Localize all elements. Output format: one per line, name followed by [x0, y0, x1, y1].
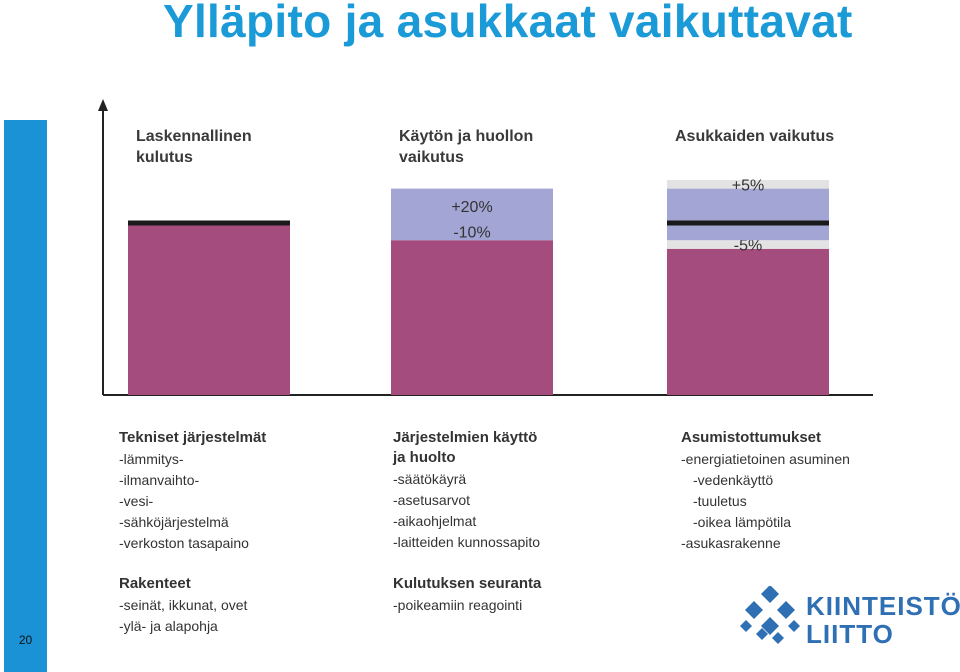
- side-accent-bar: [4, 120, 47, 672]
- reference-line: [128, 220, 290, 226]
- factor-item: -ylä- ja alapohja: [119, 618, 218, 634]
- deviation-band: [667, 188, 829, 223]
- deviation-band: [667, 223, 829, 241]
- factor-item: -laitteiden kunnossapito: [393, 534, 541, 550]
- base-bar: [667, 248, 829, 395]
- factor-item: -tuuletus: [693, 493, 747, 509]
- slide-number: 20: [18, 633, 33, 647]
- factor-heading: Järjestelmien käyttö ja huolto: [393, 429, 538, 466]
- logo-diamond: [788, 620, 800, 632]
- y-axis-arrowhead: [98, 99, 108, 111]
- deviation-band: [391, 188, 553, 223]
- logo-diamond: [761, 617, 779, 635]
- factor-item: -ilmanvaihto-: [119, 472, 200, 488]
- logo-mark-icon: [740, 586, 800, 644]
- base-bar: [391, 240, 553, 395]
- factor-item: -sähköjärjestelmä: [119, 514, 229, 530]
- factor-item: -seinät, ikkunat, ovet: [119, 597, 248, 613]
- deviation-band: [667, 180, 829, 189]
- percent-label: -10%: [453, 225, 490, 242]
- reference-line: [667, 220, 829, 226]
- logo-diamond: [777, 601, 795, 619]
- slide-title: Ylläpito ja asukkaat vaikuttavat: [163, 0, 853, 47]
- logo-diamond: [740, 620, 752, 632]
- column-heading: vaikutus: [399, 149, 464, 166]
- factor-heading: Kulutuksen seuranta: [393, 575, 542, 592]
- factor-item: -poikeamiin reagointi: [393, 597, 523, 613]
- factor-group-system-operation: Järjestelmien käyttö ja huolto -säätökäy…: [393, 428, 643, 553]
- kiinteistoliitto-logo: KIINTEISTÖ LIITTO: [740, 586, 960, 648]
- chart-column-headings: Laskennallinen kulutus Käytön ja huollon va…: [136, 128, 834, 166]
- factor-item: -aikaohjelmat: [393, 513, 477, 529]
- factor-item: -energiatietoinen asuminen: [681, 451, 850, 467]
- factor-heading: Rakenteet: [119, 575, 191, 592]
- column-heading: kulutus: [136, 149, 193, 166]
- column-heading: Laskennallinen: [136, 128, 252, 145]
- factor-item: -oikea lämpötila: [693, 514, 792, 530]
- logo-diamond: [756, 628, 768, 640]
- factor-item: -lämmitys-: [119, 451, 184, 467]
- factor-group-structures: Rakenteet -seinät, ikkunat, ovet -ylä- j…: [119, 574, 369, 637]
- percent-label: -5%: [734, 238, 762, 255]
- factor-item: -asetusarvot: [393, 492, 471, 508]
- deviation-band: [667, 240, 829, 249]
- logo-text-line1: KIINTEISTÖ: [806, 591, 960, 621]
- factor-heading: Asumistottumukset: [681, 429, 822, 446]
- factor-item: -asukasrakenne: [681, 535, 781, 551]
- logo-diamond: [772, 632, 784, 644]
- factor-item: -vedenkäyttö: [693, 472, 774, 488]
- percent-label: +5%: [732, 177, 764, 194]
- chart-bars: -10% +20% -5% +5%: [128, 177, 829, 395]
- factor-group-living-habits: Asumistottumukset -energiatietoinen asum…: [681, 428, 931, 554]
- column-heading: Asukkaiden vaikutus: [675, 128, 834, 145]
- base-bar: [128, 223, 290, 395]
- factor-group-consumption-monitoring: Kulutuksen seuranta -poikeamiin reagoint…: [393, 574, 643, 616]
- deviation-band: [391, 223, 553, 241]
- consumption-chart: -10% +20% -5% +5% Laskennallinen kulutus Käyt…: [98, 99, 873, 396]
- percent-label: +20%: [451, 199, 492, 216]
- factor-item: -vesi-: [119, 493, 154, 509]
- factor-heading: Tekniset järjestelmät: [119, 429, 267, 446]
- column-heading: Käytön ja huollon: [399, 128, 533, 145]
- logo-text-line2: LIITTO: [806, 619, 894, 649]
- factor-item: -säätökäyrä: [393, 471, 467, 487]
- logo-diamond: [761, 586, 779, 603]
- factor-item: -verkoston tasapaino: [119, 535, 249, 551]
- logo-diamond: [745, 601, 763, 619]
- factor-group-technical-systems: Tekniset järjestelmät -lämmitys- -ilmanv…: [119, 428, 369, 554]
